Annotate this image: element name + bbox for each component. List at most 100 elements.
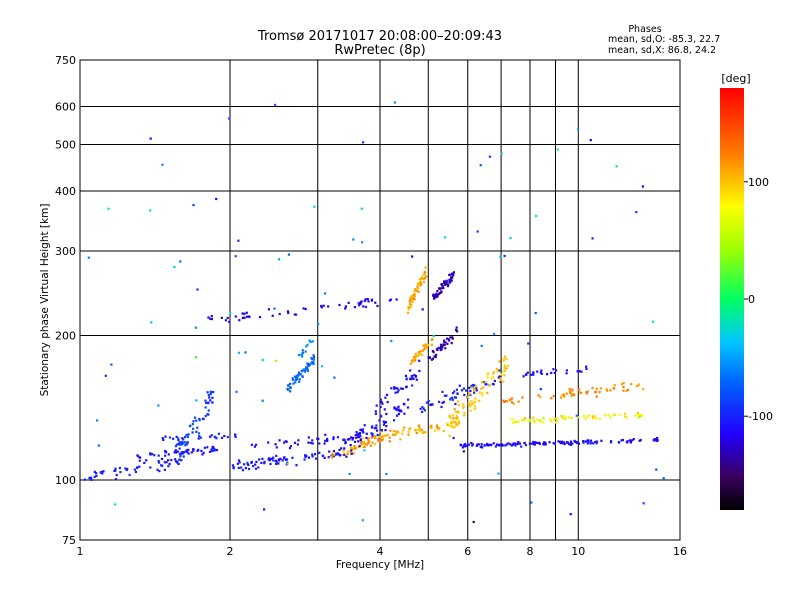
data-point xyxy=(518,442,522,445)
data-point xyxy=(268,459,271,462)
data-point xyxy=(385,425,388,428)
data-point xyxy=(355,431,358,434)
y-tick-label: 600 xyxy=(55,101,76,114)
data-point xyxy=(418,351,421,354)
data-point xyxy=(626,388,630,391)
data-point xyxy=(434,295,437,298)
data-point xyxy=(207,316,210,319)
data-point xyxy=(418,427,421,430)
data-point xyxy=(246,461,249,464)
data-point xyxy=(311,358,314,361)
data-point xyxy=(303,458,306,461)
data-point xyxy=(470,385,473,388)
data-point xyxy=(312,361,315,364)
data-point xyxy=(149,209,152,212)
data-point xyxy=(450,424,453,427)
data-point xyxy=(470,441,473,445)
data-point xyxy=(338,303,341,307)
data-point xyxy=(180,441,183,444)
data-point xyxy=(370,436,373,439)
data-point xyxy=(258,458,261,461)
data-point xyxy=(480,344,483,347)
data-point xyxy=(158,470,161,473)
data-point xyxy=(245,311,248,314)
data-point xyxy=(286,387,289,391)
data-point xyxy=(161,163,164,166)
data-point xyxy=(427,344,430,347)
data-point xyxy=(465,389,468,392)
data-point xyxy=(504,400,507,403)
data-point xyxy=(272,459,275,462)
data-point xyxy=(455,328,458,331)
data-point xyxy=(250,443,253,446)
data-point xyxy=(512,421,515,425)
data-point xyxy=(275,462,278,465)
data-point xyxy=(350,449,353,452)
data-point xyxy=(307,436,310,439)
data-point xyxy=(499,377,502,380)
data-point xyxy=(435,292,438,295)
data-point xyxy=(550,397,553,400)
data-point xyxy=(407,306,410,309)
data-point xyxy=(479,164,482,167)
data-point xyxy=(263,462,266,465)
data-point xyxy=(532,372,535,375)
data-point xyxy=(582,441,585,444)
data-point xyxy=(413,290,416,293)
stats-header: Phases xyxy=(628,24,661,35)
data-point xyxy=(444,347,447,350)
data-point xyxy=(550,371,553,374)
data-point xyxy=(401,432,404,435)
data-point xyxy=(93,470,96,473)
data-point xyxy=(498,369,501,372)
data-point xyxy=(598,391,601,394)
data-point xyxy=(450,421,453,425)
data-point xyxy=(452,421,455,424)
data-point xyxy=(177,437,180,440)
data-point xyxy=(279,457,282,460)
data-point xyxy=(297,371,301,374)
data-point xyxy=(409,362,412,365)
data-point xyxy=(401,387,404,390)
data-point xyxy=(642,388,645,391)
data-point xyxy=(560,415,564,418)
data-point xyxy=(527,342,530,345)
data-point xyxy=(438,287,441,290)
data-point xyxy=(184,450,187,453)
data-point xyxy=(452,274,455,277)
data-point xyxy=(594,440,597,443)
data-point xyxy=(445,279,448,282)
data-point xyxy=(423,276,426,280)
data-point xyxy=(433,297,436,300)
data-point xyxy=(174,451,178,454)
data-point xyxy=(623,412,627,415)
data-point xyxy=(424,346,427,350)
data-point xyxy=(420,277,424,280)
data-point xyxy=(407,398,410,401)
data-point xyxy=(83,478,86,481)
data-point xyxy=(448,278,451,281)
data-point xyxy=(176,460,179,463)
data-point xyxy=(400,410,403,413)
data-point xyxy=(636,385,639,388)
stats-line-o: mean, sd,O: -85.3, 22.7 xyxy=(608,34,720,45)
data-point xyxy=(468,392,471,396)
data-point xyxy=(286,310,290,313)
data-point xyxy=(379,405,382,409)
data-point xyxy=(576,370,579,373)
data-point xyxy=(207,402,210,405)
data-point xyxy=(565,392,568,395)
data-point xyxy=(397,409,400,412)
data-point xyxy=(263,508,266,511)
data-point xyxy=(361,430,364,433)
data-point xyxy=(258,316,262,319)
data-point xyxy=(196,426,199,429)
data-point xyxy=(300,353,303,356)
data-point xyxy=(515,420,518,424)
data-point xyxy=(306,362,309,365)
data-point xyxy=(278,459,281,462)
data-point xyxy=(197,432,201,435)
data-point xyxy=(558,440,562,443)
data-point xyxy=(456,400,460,403)
data-point xyxy=(189,424,192,427)
